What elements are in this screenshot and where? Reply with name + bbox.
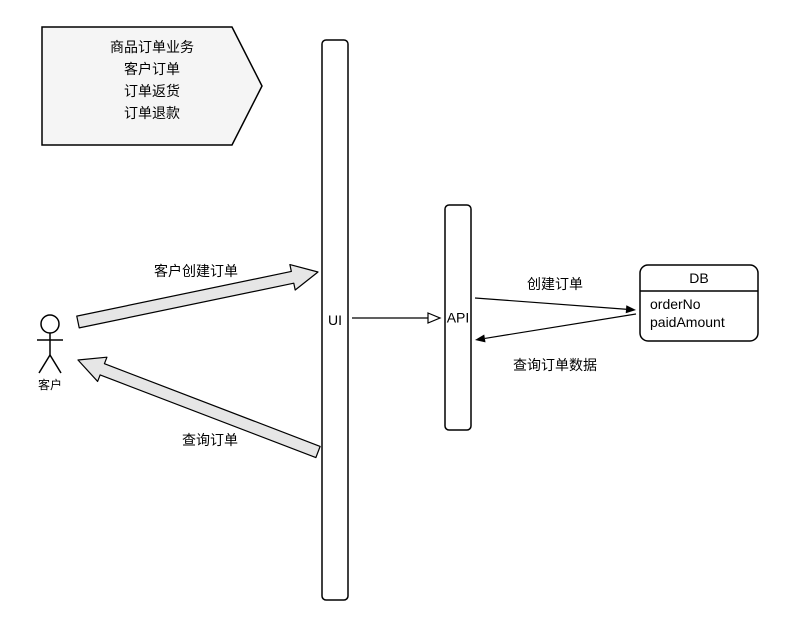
- arrow-api-to-db-label: 创建订单: [527, 276, 583, 292]
- actor-customer: 客户: [37, 315, 63, 392]
- arrow-db-to-api-label: 查询订单数据: [513, 357, 597, 373]
- actor-label: 客户: [38, 377, 62, 392]
- arrow-create-order: 客户创建订单: [75, 259, 320, 334]
- arrow-ui-to-api: [352, 313, 440, 323]
- ui-label: UI: [328, 312, 342, 328]
- note-line: 商品订单业务: [110, 39, 194, 55]
- note-line: 订单退款: [124, 105, 180, 121]
- db-title: DB: [689, 270, 708, 286]
- note-line: 客户订单: [124, 61, 180, 77]
- arrow-create-order-label: 客户创建订单: [154, 263, 238, 279]
- api-label: API: [447, 310, 470, 326]
- db-field: orderNo: [650, 296, 701, 312]
- ui-node: UI: [322, 40, 348, 600]
- arrow-api-to-db: 创建订单: [475, 276, 636, 313]
- db-field: paidAmount: [650, 314, 725, 330]
- architecture-diagram: 商品订单业务客户订单订单返货订单退款客户 UI API DB orderNo paidAm…: [0, 0, 800, 626]
- note-line: 订单返货: [124, 83, 180, 99]
- db-node: DB orderNo paidAmount: [640, 265, 758, 341]
- arrow-db-to-api: 查询订单数据: [475, 314, 636, 373]
- api-node: API: [445, 205, 471, 430]
- arrow-query-order-label: 查询订单: [182, 432, 238, 448]
- business-note: 商品订单业务客户订单订单返货订单退款: [42, 27, 262, 145]
- arrow-query-order: 查询订单: [73, 348, 322, 464]
